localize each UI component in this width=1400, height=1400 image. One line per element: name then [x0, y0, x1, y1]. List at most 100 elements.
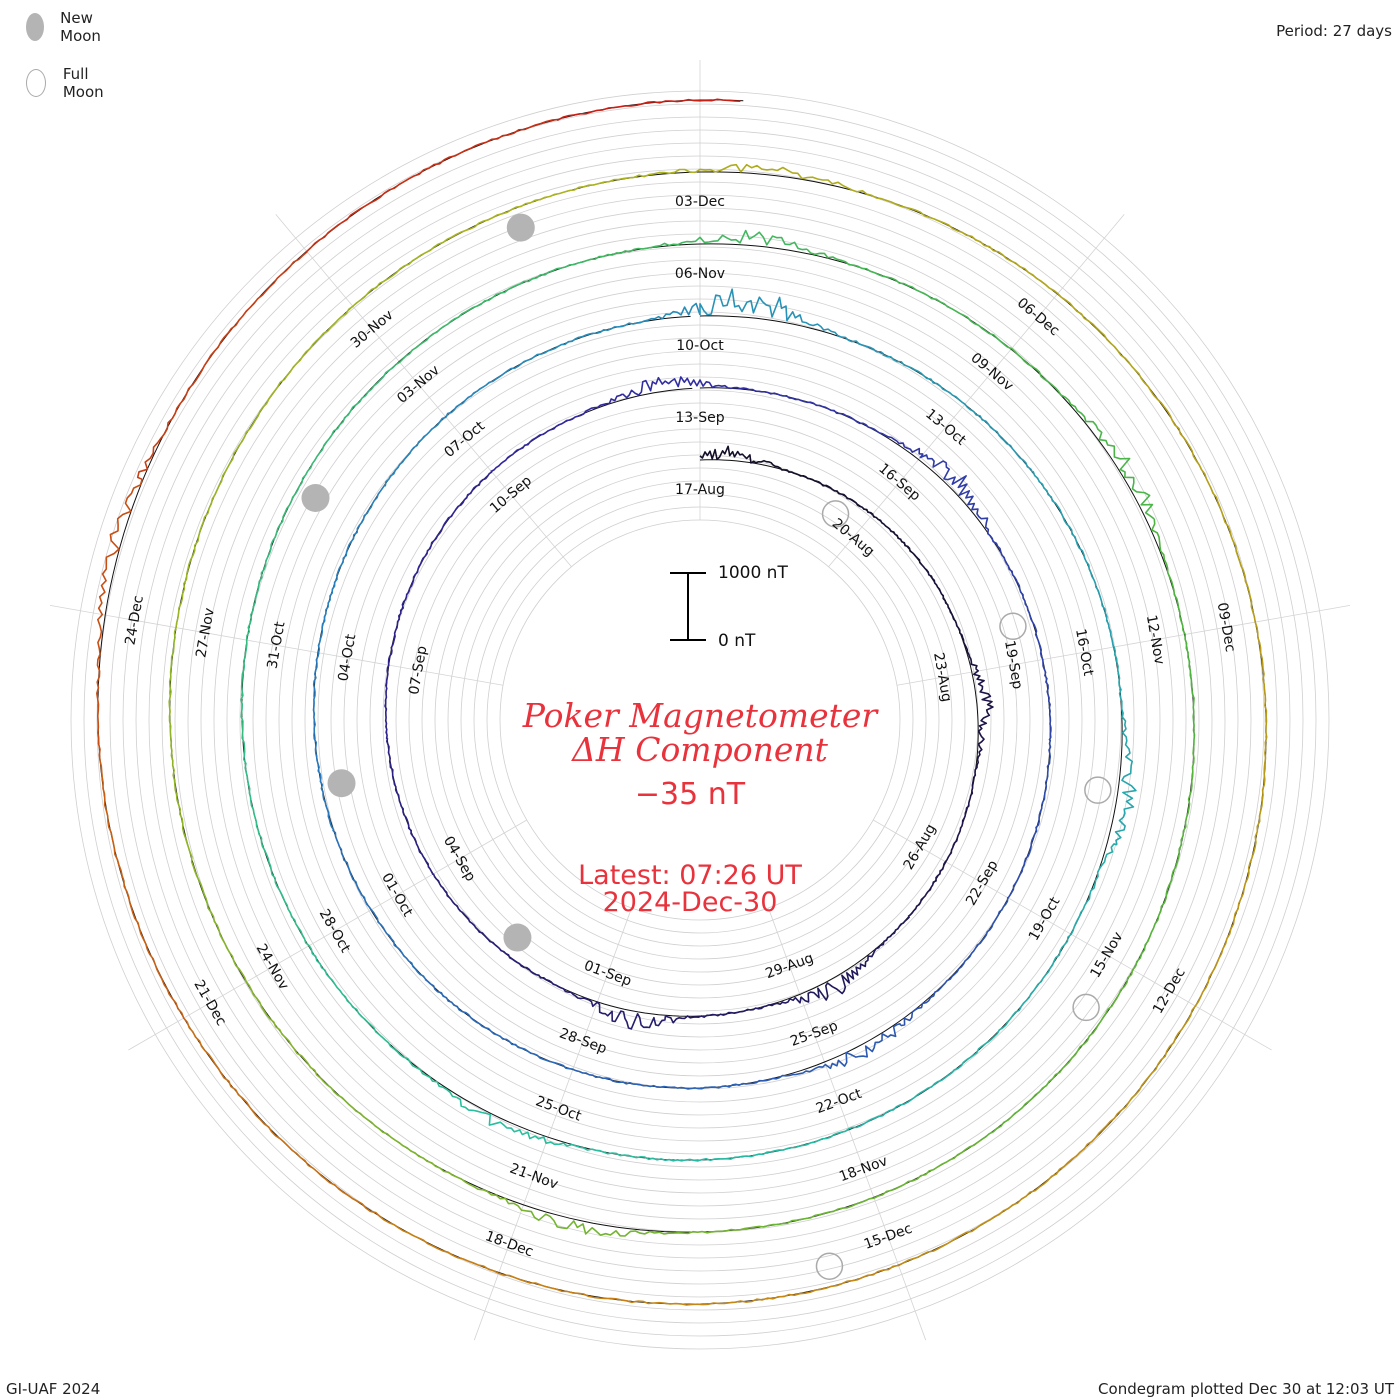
trace-segment	[763, 1138, 983, 1228]
trace-segment	[699, 288, 885, 355]
scale-bar	[670, 572, 706, 641]
trace-segment	[384, 593, 408, 740]
trace-segment	[173, 403, 268, 633]
trace-segment	[800, 915, 910, 1003]
trace-segment	[882, 353, 1034, 473]
trace-segment	[386, 737, 434, 875]
date-label: 25-Oct	[533, 1093, 584, 1124]
trace-segment	[312, 652, 335, 831]
trace-segment	[1151, 518, 1196, 745]
trace-segment	[694, 163, 945, 224]
trace-segment	[1120, 878, 1249, 1111]
date-label: 27-Nov	[193, 607, 217, 659]
trace-segment	[520, 302, 701, 365]
scale-bottom-label: 0 nT	[718, 631, 756, 651]
trace-segment	[395, 259, 587, 366]
trace-segment	[919, 453, 1019, 584]
date-label: 29-Aug	[763, 950, 815, 982]
trace-segment	[99, 760, 189, 1023]
spoke-line	[768, 907, 927, 1341]
spoke-line	[49, 604, 504, 686]
moon-markers	[301, 213, 1112, 1280]
date-label: 17-Aug	[675, 482, 725, 498]
latest-date: 2024-Dec-30	[602, 887, 778, 918]
spoke-line	[828, 214, 1125, 568]
full-moon-marker	[999, 612, 1027, 641]
full-moon-icon	[26, 69, 46, 97]
spoke-line	[473, 907, 632, 1341]
date-label: 09-Dec	[1214, 601, 1238, 653]
date-label: 18-Dec	[483, 1228, 535, 1260]
trace-segment	[451, 168, 695, 238]
date-label: 21-Dec	[190, 977, 229, 1028]
date-label: 13-Oct	[922, 406, 969, 449]
footer-plot-time: Condegram plotted Dec 30 at 12:03 UT	[1098, 1380, 1394, 1398]
trace-segment	[852, 1014, 1014, 1129]
chart-title-line1: Poker Magnetometer	[522, 696, 878, 735]
trace-segment	[943, 222, 1146, 384]
trace-segment	[186, 1022, 381, 1218]
trace-segment	[776, 393, 924, 455]
trace-segment	[1032, 471, 1115, 648]
trace-segment	[806, 248, 1008, 348]
trace-segment	[310, 949, 457, 1099]
date-label: 03-Dec	[675, 194, 725, 210]
full-moon-marker	[1072, 993, 1100, 1022]
date-label: 28-Oct	[316, 906, 354, 956]
trace-segment	[96, 479, 143, 761]
date-label: 28-Sep	[557, 1025, 609, 1057]
trace-segment	[323, 1081, 527, 1212]
latest-time: Latest: 07:26 UT	[578, 860, 802, 891]
new-moon-icon	[26, 13, 45, 41]
trace-segment	[317, 484, 386, 654]
new-moon-marker	[301, 484, 330, 512]
trace-segment	[652, 1126, 853, 1162]
date-label: 03-Nov	[394, 362, 443, 407]
trace-segment	[265, 236, 453, 404]
trace-segment	[168, 632, 198, 877]
trace-segment	[240, 540, 274, 751]
date-label: 10-Oct	[676, 338, 724, 354]
trace-segment	[969, 668, 994, 799]
trace-segment	[195, 875, 325, 1083]
trace-segment	[533, 972, 667, 1030]
trace-segment	[1143, 382, 1256, 618]
date-label: 22-Oct	[814, 1086, 865, 1117]
spoke-line	[275, 214, 572, 568]
full-moon-marker	[815, 1252, 844, 1280]
scale-top-label: 1000 nT	[718, 563, 788, 583]
legend-full-moon: Full Moon	[26, 65, 112, 101]
date-label: 31-Oct	[265, 620, 289, 670]
trace-segment	[915, 555, 978, 670]
full-moon-marker	[821, 500, 850, 528]
trace-segment	[490, 393, 624, 473]
trace-segment	[1134, 744, 1195, 967]
trace-segment	[243, 750, 313, 950]
trace-segment	[424, 978, 574, 1070]
new-moon-label: New Moon	[60, 9, 101, 45]
trace-segment	[981, 965, 1137, 1141]
full-moon-marker	[1084, 776, 1112, 804]
trace-segment	[665, 996, 802, 1024]
date-label: 25-Sep	[788, 1018, 840, 1050]
trace-segment	[1113, 646, 1137, 845]
date-label: 16-Sep	[875, 461, 923, 505]
trace-segment	[306, 118, 558, 253]
trace-segment	[637, 1262, 904, 1306]
full-moon-label: Full Moon	[62, 65, 104, 101]
date-label: 01-Sep	[582, 958, 634, 990]
spoke-line	[896, 604, 1351, 686]
trace-segment	[432, 873, 535, 975]
trace-segment	[900, 896, 1009, 1027]
trace-segment	[572, 1068, 743, 1090]
trace-segment	[272, 363, 397, 541]
date-label: 21-Nov	[507, 1161, 560, 1193]
period-label: Period: 27 days	[1276, 22, 1392, 40]
date-label: 15-Nov	[1088, 929, 1127, 980]
trace-segment	[332, 829, 427, 980]
new-moon-marker	[503, 923, 532, 952]
date-label: 24-Dec	[122, 594, 146, 646]
trace-segment	[586, 229, 808, 262]
trace-segment	[556, 98, 741, 121]
